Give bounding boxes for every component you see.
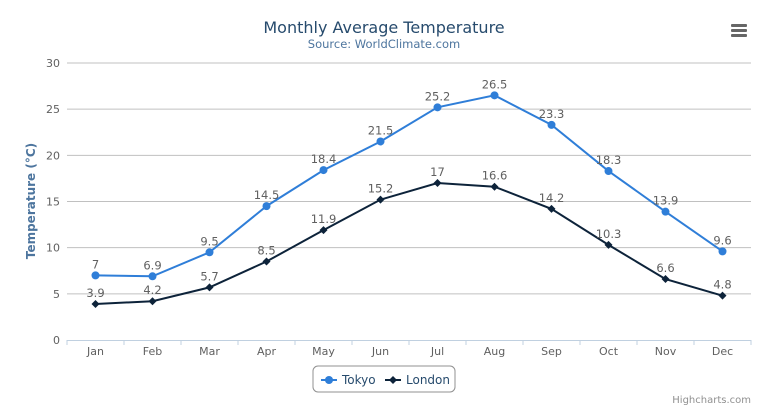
legend-label-london: London (406, 373, 450, 387)
x-tick-label: Dec (712, 345, 733, 358)
data-label: 13.9 (653, 194, 679, 208)
data-label: 25.2 (425, 89, 451, 103)
data-label: 14.5 (254, 188, 280, 202)
chart-subtitle: Source: WorldClimate.com (308, 37, 460, 51)
credits-link[interactable]: Highcharts.com (672, 395, 751, 406)
data-label: 8.5 (257, 244, 275, 258)
data-point[interactable] (433, 179, 442, 188)
data-point[interactable] (604, 167, 613, 176)
data-point[interactable] (319, 226, 328, 235)
data-point[interactable] (376, 137, 385, 146)
data-point[interactable] (661, 275, 670, 284)
data-point[interactable] (262, 257, 271, 266)
data-point[interactable] (490, 182, 499, 191)
data-point[interactable] (205, 248, 214, 257)
data-point[interactable] (718, 291, 727, 300)
x-tick-label: Sep (541, 345, 562, 358)
data-label: 6.9 (143, 258, 161, 272)
legend-label-tokyo: Tokyo (341, 373, 376, 387)
x-tick-label: Apr (257, 345, 277, 358)
data-point[interactable] (376, 195, 385, 204)
x-tick-label: Nov (655, 345, 677, 358)
data-label: 26.5 (482, 77, 508, 91)
data-point[interactable] (262, 202, 271, 211)
data-label: 4.8 (713, 278, 731, 292)
data-label: 23.3 (539, 107, 565, 121)
series-line-tokyo (95, 94, 724, 278)
data-label: 18.3 (596, 153, 622, 167)
data-point[interactable] (604, 240, 613, 249)
data-label: 9.6 (713, 233, 731, 247)
x-tick-label: Oct (599, 345, 619, 358)
series-line-london (95, 182, 723, 305)
data-label: 14.2 (539, 191, 565, 205)
data-point[interactable] (547, 204, 556, 213)
x-tick-label: Jul (430, 345, 444, 358)
data-label: 18.4 (311, 152, 337, 166)
data-label: 6.6 (656, 261, 674, 275)
x-tick-label: Mar (199, 345, 220, 358)
data-point[interactable] (661, 207, 670, 216)
data-label: 9.5 (200, 234, 218, 248)
data-point[interactable] (148, 297, 157, 306)
data-label: 10.3 (596, 227, 622, 241)
data-point[interactable] (547, 120, 556, 129)
y-tick-label: 10 (46, 242, 60, 255)
data-label: 3.9 (86, 286, 104, 300)
x-tick-label: Feb (143, 345, 162, 358)
data-point[interactable] (490, 91, 499, 100)
x-tick-label: Aug (484, 345, 505, 358)
data-label: 4.2 (143, 283, 161, 297)
hamburger-menu-icon[interactable] (731, 24, 747, 37)
x-tick-label: May (312, 345, 335, 358)
data-label: 16.6 (482, 169, 508, 183)
data-label: 7 (92, 257, 99, 271)
data-point[interactable] (319, 166, 328, 175)
legend-item-tokyo[interactable]: Tokyo (321, 373, 376, 387)
y-tick-label: 30 (46, 57, 60, 70)
data-point[interactable] (148, 272, 157, 281)
data-point[interactable] (433, 103, 442, 112)
data-label: 5.7 (200, 269, 218, 283)
y-axis-title: Temperature (°C) (24, 143, 38, 259)
chart-title: Monthly Average Temperature (263, 18, 504, 37)
y-tick-label: 20 (46, 149, 60, 162)
legend-item-london[interactable]: London (385, 373, 450, 387)
data-point[interactable] (718, 247, 727, 256)
data-point[interactable] (91, 299, 100, 308)
y-tick-label: 0 (53, 334, 60, 347)
data-label: 21.5 (368, 123, 394, 137)
data-point[interactable] (205, 283, 214, 292)
y-tick-label: 25 (46, 103, 60, 116)
data-label: 17 (430, 165, 445, 179)
legend: Tokyo London (312, 365, 456, 393)
x-tick-label: Jan (86, 345, 104, 358)
y-tick-label: 15 (46, 196, 60, 209)
data-label: 11.9 (311, 212, 337, 226)
y-tick-label: 5 (53, 288, 60, 301)
x-tick-label: Jun (371, 345, 389, 358)
data-point[interactable] (91, 271, 100, 280)
data-label: 15.2 (368, 182, 394, 196)
